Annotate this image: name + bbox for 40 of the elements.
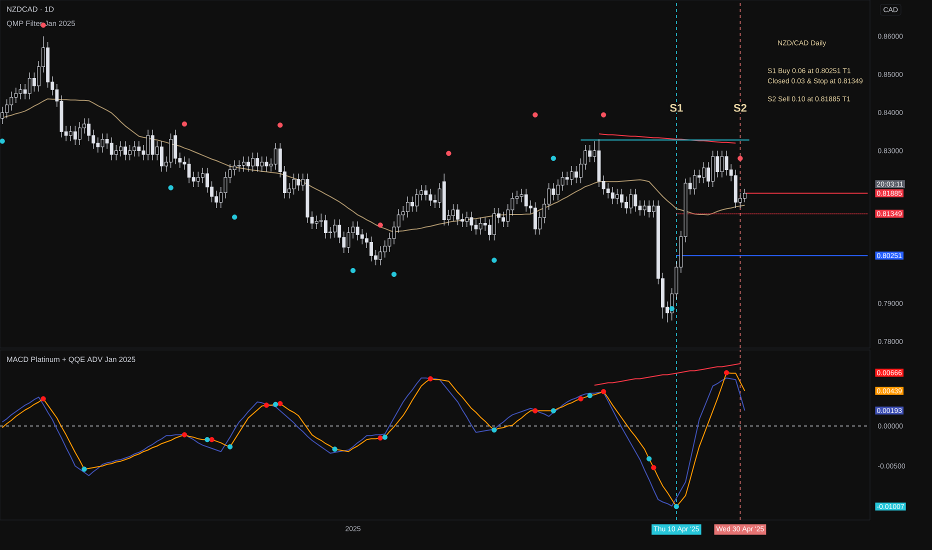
point [646, 456, 652, 462]
point [428, 376, 434, 382]
point [492, 427, 497, 433]
point [232, 214, 238, 220]
point [651, 465, 656, 470]
point [532, 408, 538, 414]
point [272, 402, 278, 407]
point [378, 435, 383, 441]
ref-line-label: S1 [670, 104, 683, 112]
point [600, 112, 606, 118]
point [204, 437, 210, 442]
point [350, 268, 356, 274]
point [674, 504, 680, 510]
point [182, 432, 188, 438]
point [587, 393, 592, 398]
point [82, 466, 87, 472]
point [227, 444, 233, 450]
ref-line-label: S2 [734, 104, 746, 112]
point [550, 408, 556, 414]
point [532, 112, 538, 118]
point [578, 396, 584, 402]
point [264, 402, 270, 408]
point [378, 222, 383, 228]
point [550, 156, 556, 161]
point [492, 258, 497, 263]
point [168, 185, 174, 190]
point [182, 121, 188, 127]
point [724, 370, 730, 376]
point [738, 156, 743, 161]
point [332, 446, 338, 452]
point [278, 401, 283, 406]
point [209, 437, 214, 442]
point [600, 389, 606, 394]
point [669, 306, 674, 312]
point [446, 150, 452, 156]
point [391, 272, 397, 277]
point [40, 396, 46, 402]
point [0, 138, 5, 144]
point [278, 122, 283, 128]
point [382, 434, 388, 440]
